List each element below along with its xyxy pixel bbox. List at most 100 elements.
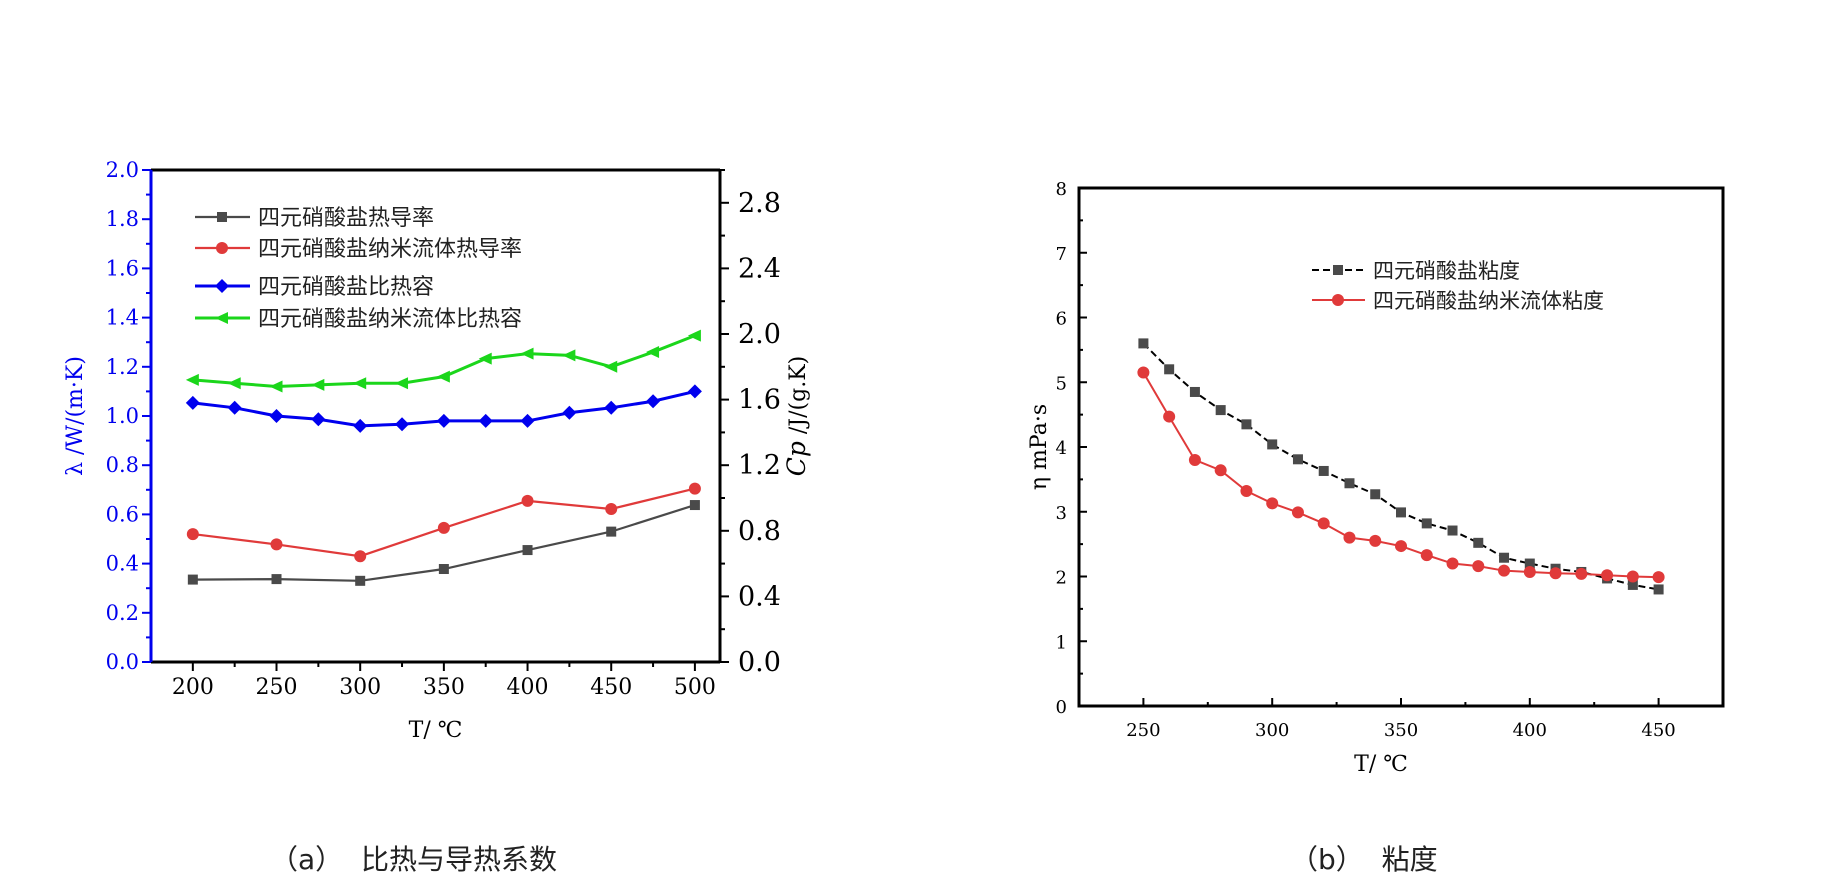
b-series-1-point xyxy=(1446,557,1459,570)
b-series-0-point xyxy=(1138,338,1149,349)
b-series-0-point xyxy=(1653,584,1664,595)
caption-a: （a） 比热与导热系数 xyxy=(270,843,557,876)
b-x-tick-label: 400 xyxy=(1513,720,1547,741)
b-series-1-point xyxy=(1214,464,1227,477)
b-series-0-point xyxy=(1627,579,1638,590)
a-series-1-point xyxy=(186,528,199,541)
a-y-right-label-symbol: Cp xyxy=(782,441,811,476)
b-series-0-point xyxy=(1241,419,1252,430)
a-series-0-point xyxy=(271,574,282,585)
a-series-2-point xyxy=(311,412,326,427)
b-series-0-point xyxy=(1370,489,1381,500)
a-yr-tick-label: 1.2 xyxy=(738,450,781,481)
a-series-3-point xyxy=(227,377,241,390)
a-series-2-point xyxy=(646,394,661,409)
a-legend-3-marker xyxy=(215,312,228,324)
b-series-1-point xyxy=(1317,517,1330,530)
a-yl-tick-label: 1.4 xyxy=(106,306,139,330)
a-series-3-point xyxy=(436,370,450,383)
a-series-0-point xyxy=(689,500,700,511)
a-x-tick-label: 300 xyxy=(339,675,381,700)
a-yr-tick-label: 2.0 xyxy=(738,319,781,350)
a-series-3-point xyxy=(646,346,660,359)
a-series-3-point xyxy=(185,373,199,386)
b-legend-1-label: 四元硝酸盐纳米流体粘度 xyxy=(1373,289,1604,313)
a-x-tick-label: 200 xyxy=(172,675,214,700)
b-series-0-point xyxy=(1396,507,1406,518)
a-x-tick-label: 350 xyxy=(423,675,465,700)
a-legend-0-label: 四元硝酸盐热导率 xyxy=(258,206,434,231)
a-yr-tick-label: 2.4 xyxy=(738,253,781,284)
a-yl-tick-label: 2.0 xyxy=(106,158,139,182)
b-y-axis-label: η mPa·s xyxy=(1027,404,1052,490)
a-yr-tick-label: 0.4 xyxy=(738,581,781,612)
a-series-1-point xyxy=(437,521,450,534)
b-series-0-point xyxy=(1473,537,1484,548)
a-yl-tick-label: 0.4 xyxy=(106,552,139,576)
b-y-tick-label: 8 xyxy=(1056,179,1067,200)
a-series-0-point xyxy=(355,575,366,586)
b-x-tick-label: 300 xyxy=(1255,720,1289,741)
b-legend-1-marker xyxy=(1332,294,1344,306)
b-y-tick-label: 3 xyxy=(1056,503,1067,524)
a-yl-tick-label: 1.6 xyxy=(106,256,139,280)
a-series-0-point xyxy=(187,574,198,585)
a-x-tick-label: 400 xyxy=(507,675,549,700)
b-series-1-point xyxy=(1498,564,1511,577)
a-yl-tick-label: 0.0 xyxy=(106,650,139,674)
caption-b: （b） 粘度 xyxy=(1290,843,1438,876)
b-series-1-point xyxy=(1652,571,1665,584)
b-series-1-point xyxy=(1343,531,1356,544)
a-series-3-point xyxy=(269,380,283,393)
a-series-1-point xyxy=(521,494,534,507)
b-y-tick-label: 7 xyxy=(1056,244,1067,265)
b-legend-0-label: 四元硝酸盐粘度 xyxy=(1373,259,1520,283)
b-series-1-point xyxy=(1420,549,1433,562)
a-series-3-point xyxy=(478,352,492,365)
a-series-2-point xyxy=(353,418,368,433)
a-series-3-point xyxy=(520,347,534,360)
b-series-0-point xyxy=(1164,364,1175,375)
a-series-2-point xyxy=(269,409,284,423)
b-series-1-point xyxy=(1137,366,1150,379)
b-series-0-point xyxy=(1524,558,1535,569)
b-x-tick-label: 450 xyxy=(1641,720,1675,741)
a-x-tick-label: 250 xyxy=(256,675,298,700)
a-series-0-point xyxy=(438,564,449,575)
b-series-0-point xyxy=(1344,478,1355,489)
b-series-1-point xyxy=(1472,560,1485,573)
a-yr-tick-label: 0.8 xyxy=(738,516,781,547)
a-y-right-axis-label: Cp /J/(g.K) xyxy=(782,356,811,476)
a-series-1-point xyxy=(688,482,701,495)
a-y-left-axis-label: λ /W/(m·K) xyxy=(63,356,88,476)
b-x-tick-label: 350 xyxy=(1384,720,1418,741)
b-series-0-point xyxy=(1189,386,1200,397)
a-series-2-point xyxy=(185,395,200,410)
b-series-0-point xyxy=(1447,525,1458,536)
a-series-2-point xyxy=(436,413,451,428)
a-series-3-point xyxy=(311,378,325,391)
b-series-1-point xyxy=(1523,565,1536,578)
a-yl-tick-label: 1.0 xyxy=(106,404,139,428)
a-series-3-point xyxy=(395,377,409,390)
a-series-0-point xyxy=(522,545,533,556)
a-series-3-point xyxy=(604,360,618,373)
b-y-tick-label: 2 xyxy=(1056,568,1067,589)
b-y-tick-label: 0 xyxy=(1056,697,1067,718)
a-series-3-point xyxy=(687,329,701,342)
a-yl-tick-label: 0.8 xyxy=(106,453,139,477)
b-series-1-point xyxy=(1291,506,1304,519)
a-legend-1-marker xyxy=(216,242,228,254)
a-legend-3-label: 四元硝酸盐纳米流体比热容 xyxy=(258,307,522,332)
b-series-0-point xyxy=(1267,439,1278,450)
b-series-1-point xyxy=(1266,497,1279,510)
a-series-2-point xyxy=(395,417,410,432)
a-x-tick-label: 500 xyxy=(674,675,716,700)
b-series-0-point xyxy=(1499,552,1510,563)
a-yr-tick-label: 1.6 xyxy=(738,385,781,416)
a-yl-tick-label: 0.2 xyxy=(106,601,139,625)
a-series-2-point xyxy=(604,400,619,415)
a-yr-tick-label: 2.8 xyxy=(738,188,781,219)
a-series-2-point xyxy=(227,400,242,415)
